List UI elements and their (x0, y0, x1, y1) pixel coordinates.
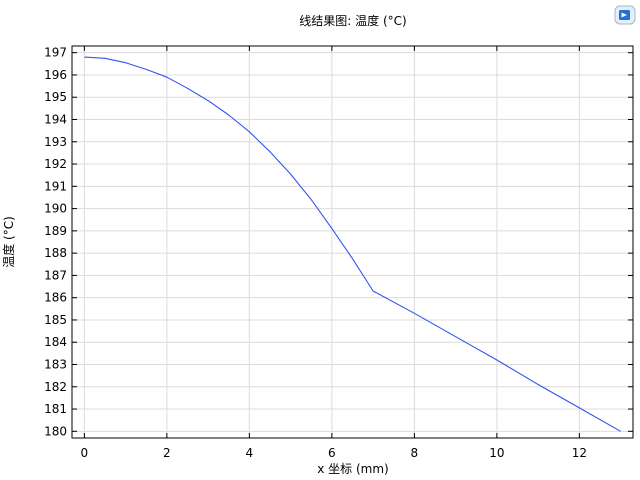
y-tick-label: 196 (44, 68, 67, 82)
x-tick-label: 12 (572, 446, 587, 460)
x-tick-label: 10 (489, 446, 504, 460)
y-axis: 180 181 182 183 184 185 186 187 188 189 190 191 192 1… (44, 46, 633, 438)
y-tick-label: 184 (44, 335, 67, 349)
x-tick-label: 4 (246, 446, 254, 460)
x-tick-label: 2 (163, 446, 171, 460)
x-axis-label: x 坐标 (mm) (317, 462, 388, 476)
x-tick-label: 0 (81, 446, 89, 460)
y-tick-label: 190 (44, 202, 67, 216)
chart-title: 线结果图: 温度 (°C) (299, 13, 406, 28)
plot-frame (71, 45, 634, 439)
grid (72, 46, 633, 438)
y-tick-label: 193 (44, 135, 67, 149)
series-line (84, 56, 621, 432)
x-tick-label: 6 (328, 446, 336, 460)
series-layer (84, 56, 621, 432)
x-axis: 0 2 4 6 8 10 12 (81, 46, 587, 460)
y-tick-label: 181 (44, 402, 67, 416)
y-tick-label: 185 (44, 313, 67, 327)
y-tick-label: 183 (44, 358, 67, 372)
y-tick-label: 187 (44, 268, 67, 282)
y-tick-label: 192 (44, 157, 67, 171)
y-tick-label: 197 (44, 46, 67, 60)
y-tick-label: 194 (44, 113, 67, 127)
y-axis-label: 温度 (°C) (1, 216, 16, 268)
x-tick-label: 8 (411, 446, 419, 460)
y-tick-label: 186 (44, 291, 67, 305)
y-tick-label: 188 (44, 246, 67, 260)
y-tick-label: 182 (44, 380, 67, 394)
y-tick-label: 180 (44, 424, 67, 438)
comsol-logo-icon (614, 5, 636, 25)
y-tick-label: 189 (44, 224, 67, 238)
y-tick-label: 195 (44, 90, 67, 104)
y-tick-label: 191 (44, 179, 67, 193)
